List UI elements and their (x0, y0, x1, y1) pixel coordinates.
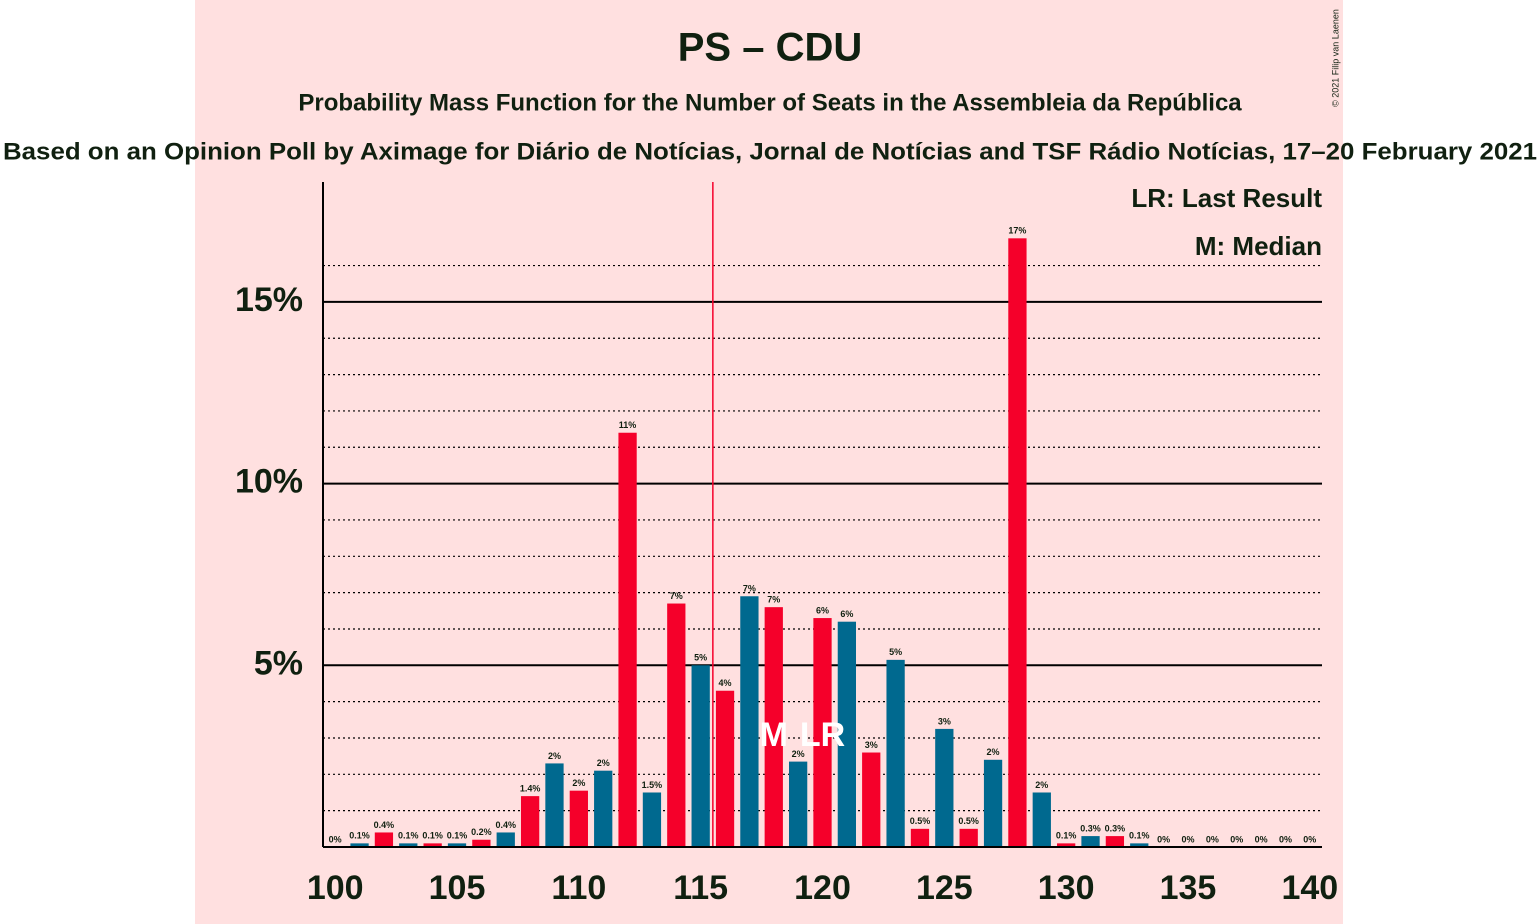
bar (691, 665, 710, 847)
value-label: 0.5% (958, 816, 979, 826)
y-tick-label: 15% (235, 281, 303, 319)
bar (788, 761, 808, 847)
x-tick-label: 115 (673, 869, 728, 907)
bar (423, 843, 442, 847)
value-label: 0% (1230, 834, 1243, 844)
bar (496, 832, 515, 847)
value-label: 0.2% (471, 827, 492, 837)
x-tick-label: 135 (1160, 869, 1217, 907)
bar (569, 790, 588, 847)
value-label: 2% (792, 749, 805, 759)
x-tick-label: 125 (916, 869, 973, 907)
bar (886, 659, 905, 847)
bar (374, 832, 394, 847)
bar (594, 770, 613, 847)
value-label: 0% (1157, 834, 1170, 844)
value-label: 0% (1206, 834, 1219, 844)
bar (350, 843, 369, 847)
value-label: 2% (548, 751, 561, 761)
bar (983, 759, 1003, 847)
x-tick-label: 110 (551, 869, 606, 907)
copyright: © 2021 Filip van Laenen (1330, 9, 1340, 107)
value-label: 0.4% (495, 820, 516, 830)
value-label: 0% (1255, 834, 1268, 844)
value-label: 2% (597, 758, 610, 768)
value-label: 2% (1035, 780, 1048, 790)
value-label: 3% (938, 716, 951, 726)
bar (862, 752, 881, 847)
value-label: 2% (572, 778, 585, 788)
value-label: 1.4% (520, 784, 541, 794)
bar (667, 603, 686, 847)
value-label: 6% (840, 609, 853, 619)
bar (837, 621, 857, 847)
value-label: 0% (1181, 834, 1194, 844)
value-label: 3% (865, 740, 878, 750)
x-tick-label: 140 (1281, 869, 1338, 907)
y-tick-label: 10% (235, 463, 303, 501)
value-label: 1.5% (642, 780, 663, 790)
bar (1032, 792, 1051, 847)
x-tick-label: 105 (429, 869, 486, 907)
value-label: 11% (619, 420, 637, 430)
bar (472, 839, 491, 847)
value-label: 0.5% (910, 816, 931, 826)
legend-entry: M: Median (1195, 231, 1322, 261)
value-label: 5% (889, 647, 902, 657)
value-label: 4% (719, 678, 732, 688)
bar (715, 690, 735, 847)
value-label: 7% (743, 584, 756, 594)
bar (1081, 836, 1100, 847)
value-label: 0.1% (398, 831, 419, 841)
bar (1057, 843, 1076, 847)
marker-label: LR (800, 716, 845, 754)
marker-label: M (760, 716, 788, 754)
value-label: 5% (694, 653, 707, 663)
bar (642, 792, 662, 847)
value-label: 2% (987, 747, 1000, 757)
bar (959, 828, 978, 847)
value-label: 0.4% (374, 820, 395, 830)
bar (910, 828, 930, 847)
value-label: 0% (329, 834, 342, 844)
y-tick-label: 5% (254, 644, 303, 682)
chart-subtitle: Probability Mass Function for the Number… (298, 89, 1242, 116)
x-tick-label: 130 (1038, 869, 1095, 907)
x-tick-label: 120 (794, 869, 851, 907)
bar (447, 843, 467, 847)
value-label: 0% (1279, 834, 1292, 844)
bar (764, 607, 783, 847)
legend-entry: LR: Last Result (1131, 183, 1322, 213)
value-label: 7% (670, 591, 683, 601)
value-label: 7% (767, 595, 780, 605)
bar (399, 843, 418, 847)
value-label: 0.1% (447, 831, 468, 841)
value-label: 0.3% (1105, 823, 1126, 833)
bar (740, 596, 759, 847)
bar (1130, 843, 1149, 847)
value-label: 6% (816, 605, 829, 615)
value-label: 0.1% (1056, 831, 1077, 841)
bar (520, 796, 540, 847)
bar (1008, 238, 1027, 847)
bar (813, 618, 832, 847)
value-label: 17% (1008, 226, 1026, 236)
bar (618, 432, 637, 847)
chart-source: Based on an Opinion Poll by Aximage for … (3, 138, 1537, 165)
value-label: 0.1% (1129, 831, 1150, 841)
value-label: 0.1% (349, 831, 370, 841)
value-label: 0.3% (1080, 823, 1101, 833)
bar (1105, 836, 1125, 847)
value-label: 0.1% (422, 831, 443, 841)
value-label: 0% (1303, 834, 1316, 844)
chart-title: PS – CDU (678, 26, 863, 70)
x-tick-label: 100 (307, 869, 364, 907)
bar (545, 763, 564, 847)
bar (935, 728, 954, 847)
